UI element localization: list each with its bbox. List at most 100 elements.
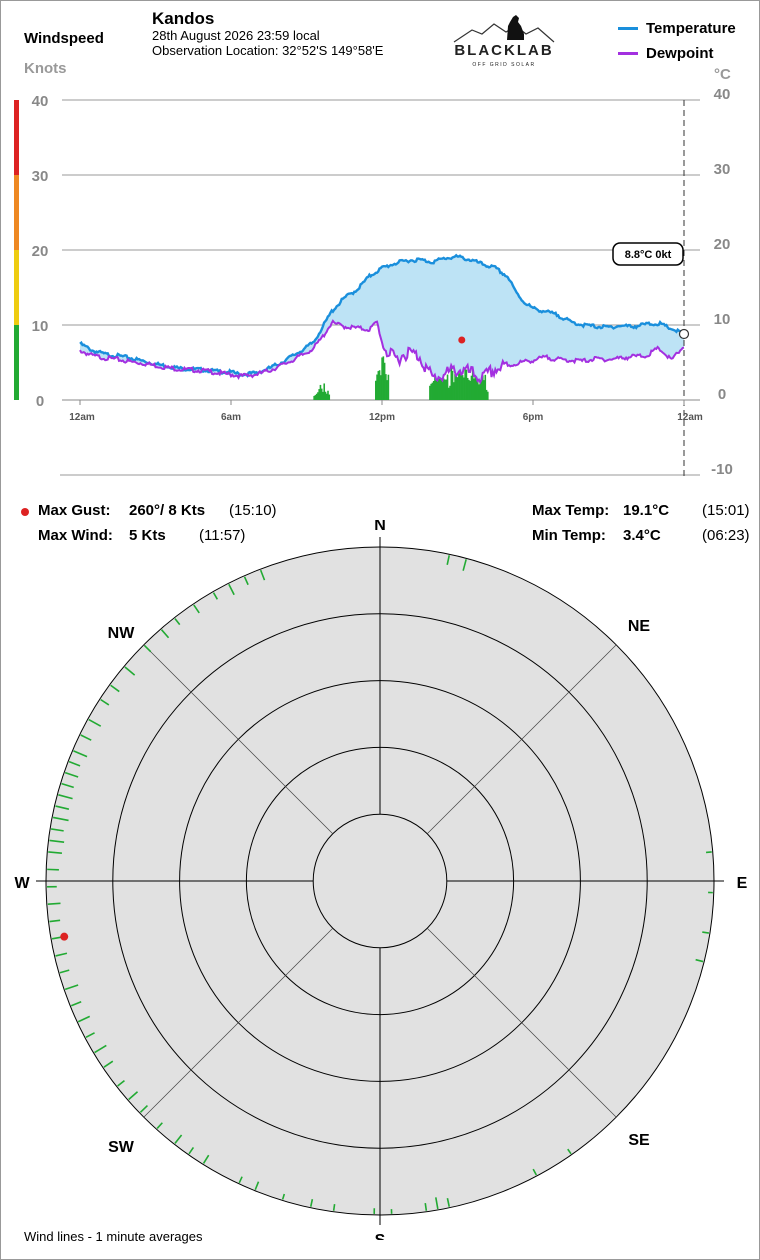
wind-direction-line: [64, 771, 79, 778]
wind-bar: [319, 384, 322, 400]
wind-bar: [441, 378, 444, 400]
right-axis-tick-label: 20: [714, 236, 731, 253]
temperature-line: [79, 253, 685, 378]
wind-direction-line: [567, 1148, 572, 1155]
wind-bar: [322, 391, 324, 400]
left-axis-tick-label: 20: [32, 243, 49, 260]
wind-direction-line: [80, 734, 92, 741]
wind-direction-line: [68, 760, 81, 767]
wind-bar: [481, 375, 484, 400]
wind-bar: [430, 383, 432, 400]
celsius-unit-label: °C: [714, 66, 731, 83]
left-axis-tick-label: 0: [36, 393, 44, 410]
wind-bar: [318, 389, 320, 400]
wind-bar: [435, 377, 438, 400]
x-tick-label: 12am: [677, 412, 703, 423]
wind-direction-line: [212, 592, 219, 600]
wind-direction-line: [174, 618, 181, 626]
wind-bar: [440, 379, 443, 400]
compass-label-sw: SW: [108, 1139, 135, 1156]
wind-bar: [432, 380, 435, 400]
wind-direction-line: [435, 1197, 439, 1210]
wind-bar: [317, 392, 319, 400]
wind-bar: [458, 373, 460, 400]
wind-bar: [476, 370, 479, 400]
wind-direction-line: [94, 1044, 107, 1054]
wind-direction-line: [117, 1080, 125, 1087]
wind-bar: [479, 376, 482, 400]
x-tick-label: 12pm: [369, 412, 395, 423]
wind-direction-line: [695, 958, 704, 963]
wind-bar: [434, 371, 436, 400]
windspeed-series: [313, 356, 489, 400]
max-gust-marker: [458, 336, 466, 344]
x-tick-label: 6pm: [523, 412, 544, 423]
rose-gridlines: [36, 537, 724, 1225]
wind-bar: [454, 373, 456, 400]
wind-direction-line: [143, 644, 152, 653]
location-title: Kandos: [152, 9, 215, 28]
wind-direction-line: [55, 952, 68, 957]
rose-spoke: [426, 644, 617, 835]
left-axis-tick-label: 40: [32, 93, 49, 110]
wind-scale-segment: [14, 100, 19, 175]
compass-label-n: N: [374, 520, 386, 534]
wind-bar: [471, 369, 474, 400]
max-gust-time: (15:10): [229, 502, 277, 519]
wind-direction-line: [446, 1198, 451, 1207]
wind-bar: [325, 393, 328, 400]
wind-bar: [386, 380, 388, 400]
logo-wordmark: BLACKLAB: [454, 42, 554, 59]
knots-unit-label: Knots: [24, 60, 67, 77]
wind-direction-line: [532, 1168, 538, 1176]
wind-direction-line: [64, 984, 79, 991]
wind-direction-lines: [47, 555, 713, 1214]
wind-bar: [460, 372, 463, 400]
wind-direction-line: [139, 1104, 149, 1113]
wind-direction-line: [58, 794, 73, 800]
compass-label-e: E: [737, 875, 748, 892]
wind-bar: [469, 380, 471, 400]
wind-bar: [470, 375, 473, 400]
legend-swatch-dewpoint: [618, 52, 638, 55]
max-wind-label: Max Wind:: [38, 527, 113, 544]
legend-label-dewpoint: Dewpoint: [646, 45, 714, 62]
wind-direction-line: [103, 1060, 114, 1068]
wind-bar: [473, 378, 475, 400]
wind-scale-bar: [14, 100, 19, 400]
wind-direction-line: [110, 684, 120, 693]
logo-tagline: OFF GRID SOLAR: [472, 62, 536, 68]
right-axis-tick-label: 40: [714, 86, 731, 103]
wind-direction-line: [88, 718, 102, 727]
wind-bar: [385, 374, 387, 400]
windspeed-axis-title: Windspeed: [24, 30, 104, 47]
max-wind-time: (11:57): [199, 527, 246, 544]
wind-bar: [451, 370, 454, 400]
wind-direction-line: [85, 1032, 95, 1039]
wind-bar: [475, 367, 478, 400]
wind-direction-line: [174, 1134, 183, 1144]
compass-label-nw: NW: [108, 625, 136, 642]
axis-tick-labels: 0 10 20 30 40 -10 0 10 20 30 40 12am 6am 12pm 6pm 12am: [32, 86, 733, 478]
wind-direction-line: [160, 629, 170, 639]
wind-rose-chart: N NE E SE S SW W NW: [14, 520, 748, 1240]
compass-label-se: SE: [628, 1132, 650, 1149]
wind-bar: [445, 379, 448, 400]
wind-scale-segment: [14, 325, 19, 400]
wind-direction-line: [70, 1000, 82, 1007]
wind-direction-line: [462, 559, 467, 571]
max-gust-dot-icon: [21, 508, 29, 516]
wind-direction-line: [281, 1193, 286, 1200]
current-readout-text: 8.8°C 0kt: [625, 249, 672, 261]
wind-bar: [324, 391, 327, 400]
wind-direction-line: [73, 750, 88, 758]
wind-bar: [429, 385, 431, 400]
wind-bar: [468, 379, 470, 400]
wind-bar: [453, 382, 455, 400]
wind-scale-segment: [14, 250, 19, 325]
wind-bar: [382, 356, 385, 400]
wind-bar: [437, 374, 440, 400]
wind-bar: [484, 374, 487, 400]
max-temp-time: (15:01): [702, 502, 750, 519]
